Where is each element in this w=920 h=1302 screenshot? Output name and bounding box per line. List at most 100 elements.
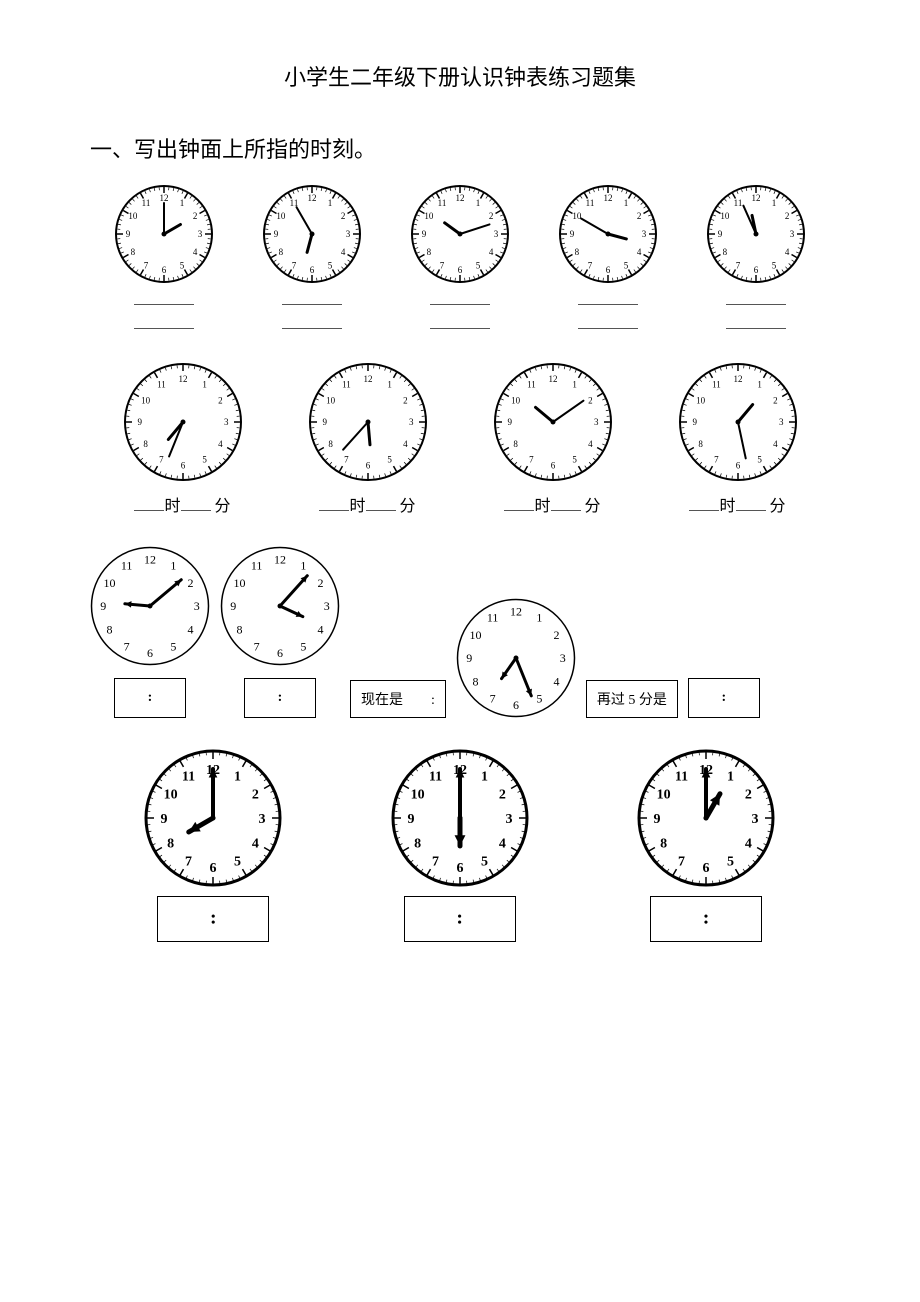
page-title: 小学生二年级下册认识钟表练习题集 — [90, 60, 830, 92]
svg-text:12: 12 — [752, 193, 761, 203]
svg-text:11: 11 — [527, 380, 536, 390]
svg-text:1: 1 — [202, 380, 207, 390]
svg-text:6: 6 — [456, 861, 463, 876]
svg-text:9: 9 — [466, 651, 472, 665]
clock-face: 123456789101112 — [636, 748, 776, 888]
svg-text:1: 1 — [300, 559, 306, 573]
clock-row-4: 123456789101112••123456789101112••123456… — [90, 748, 830, 942]
time-box: •• — [650, 896, 762, 942]
svg-text:4: 4 — [252, 836, 259, 851]
clock-face: 123456789101112 — [410, 184, 510, 284]
clock-face: 123456789101112 — [456, 598, 576, 718]
svg-text:1: 1 — [328, 198, 333, 208]
svg-text:5: 5 — [234, 854, 241, 869]
svg-text:12: 12 — [274, 552, 286, 566]
svg-text:3: 3 — [790, 229, 795, 239]
svg-text:12: 12 — [548, 374, 557, 384]
svg-text:3: 3 — [408, 417, 413, 427]
clock-cell: 123456789101112 — [238, 184, 386, 332]
clock-face: 123456789101112 — [143, 748, 283, 888]
svg-text:5: 5 — [387, 455, 392, 465]
svg-text:4: 4 — [773, 439, 778, 449]
clock-cell: 123456789101112 — [90, 184, 238, 332]
svg-text:3: 3 — [194, 599, 200, 613]
svg-text:4: 4 — [341, 247, 346, 257]
svg-text:8: 8 — [414, 836, 421, 851]
svg-text:6: 6 — [606, 265, 611, 275]
svg-text:3: 3 — [198, 229, 203, 239]
svg-text:2: 2 — [637, 211, 642, 221]
clock-face: 123456789101112 — [558, 184, 658, 284]
answer-blank — [134, 314, 194, 332]
svg-text:12: 12 — [160, 193, 169, 203]
svg-text:8: 8 — [723, 247, 728, 257]
section-heading: 一、写出钟面上所指的时刻。 — [90, 132, 830, 164]
svg-text:2: 2 — [218, 396, 223, 406]
svg-text:8: 8 — [427, 247, 432, 257]
clock-cell: 123456789101112 — [386, 184, 534, 332]
svg-text:11: 11 — [438, 198, 447, 208]
svg-text:4: 4 — [553, 675, 559, 689]
svg-text:10: 10 — [326, 396, 336, 406]
svg-text:9: 9 — [137, 417, 142, 427]
svg-text:9: 9 — [654, 812, 661, 827]
svg-text:5: 5 — [757, 455, 762, 465]
svg-text:10: 10 — [103, 576, 115, 590]
svg-text:7: 7 — [440, 260, 445, 270]
svg-text:2: 2 — [188, 576, 194, 590]
svg-text:11: 11 — [121, 559, 133, 573]
svg-text:12: 12 — [178, 374, 187, 384]
clock-face: 123456789101112 — [114, 184, 214, 284]
svg-text:5: 5 — [476, 260, 481, 270]
svg-text:8: 8 — [513, 439, 518, 449]
svg-text:7: 7 — [736, 260, 741, 270]
svg-text:7: 7 — [292, 260, 297, 270]
svg-text:8: 8 — [106, 623, 112, 637]
svg-text:3: 3 — [346, 229, 351, 239]
svg-text:3: 3 — [593, 417, 598, 427]
svg-text:10: 10 — [720, 211, 730, 221]
clock-cell: 123456789101112•• — [583, 748, 829, 942]
svg-text:6: 6 — [180, 460, 185, 470]
svg-text:10: 10 — [164, 787, 178, 802]
clock-face: 123456789101112 — [123, 362, 243, 482]
svg-text:11: 11 — [428, 769, 441, 784]
svg-text:6: 6 — [162, 265, 167, 275]
svg-text:9: 9 — [570, 229, 575, 239]
answer-blank — [578, 290, 638, 308]
clock-face: 123456789101112 — [678, 362, 798, 482]
svg-text:2: 2 — [341, 211, 346, 221]
svg-text:6: 6 — [754, 265, 759, 275]
svg-text:1: 1 — [727, 769, 734, 784]
svg-text:8: 8 — [143, 439, 148, 449]
clock-cell: 123456789101112 — [456, 598, 576, 718]
svg-text:11: 11 — [675, 769, 688, 784]
svg-text:1: 1 — [387, 380, 392, 390]
answer-blank — [282, 290, 342, 308]
svg-text:5: 5 — [170, 640, 176, 654]
clock-face: 123456789101112 — [308, 362, 428, 482]
svg-text:9: 9 — [507, 417, 512, 427]
svg-text:7: 7 — [344, 455, 349, 465]
svg-text:1: 1 — [481, 769, 488, 784]
svg-text:4: 4 — [489, 247, 494, 257]
svg-text:3: 3 — [259, 812, 266, 827]
clock-cell: 123456789101112时 分 — [275, 362, 460, 516]
svg-text:9: 9 — [274, 229, 279, 239]
svg-text:7: 7 — [529, 455, 534, 465]
svg-text:5: 5 — [300, 640, 306, 654]
svg-text:10: 10 — [696, 396, 706, 406]
clock-face: 123456789101112 — [90, 546, 210, 666]
svg-text:9: 9 — [692, 417, 697, 427]
svg-text:11: 11 — [182, 769, 195, 784]
svg-text:2: 2 — [588, 396, 593, 406]
svg-text:10: 10 — [572, 211, 582, 221]
svg-text:5: 5 — [481, 854, 488, 869]
answer-blank — [134, 290, 194, 308]
svg-text:2: 2 — [773, 396, 778, 406]
svg-text:6: 6 — [277, 646, 283, 660]
svg-text:8: 8 — [279, 247, 284, 257]
svg-text:8: 8 — [660, 836, 667, 851]
svg-text:8: 8 — [131, 247, 136, 257]
svg-text:12: 12 — [733, 374, 742, 384]
